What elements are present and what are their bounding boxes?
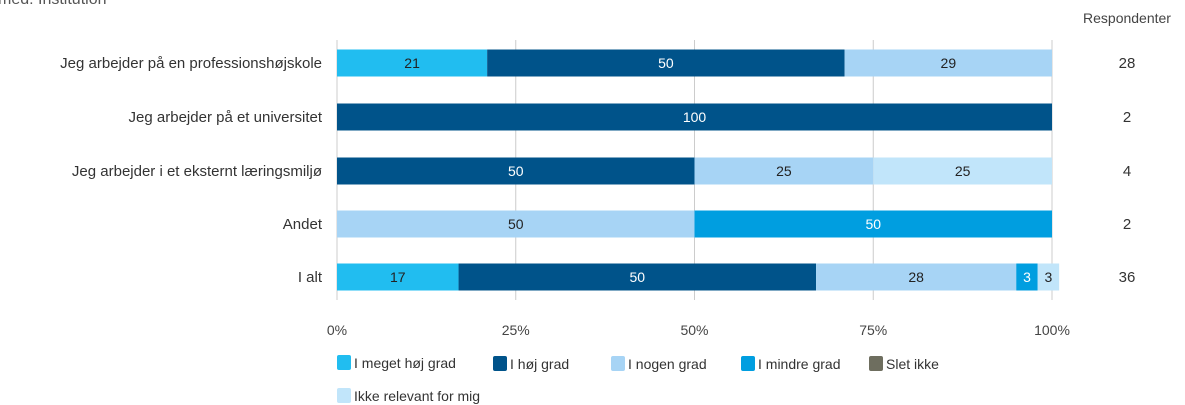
legend-swatch — [611, 356, 625, 371]
legend-label: I meget høj grad — [354, 355, 456, 371]
respondent-count: 36 — [1119, 269, 1136, 286]
bar-value-label: 50 — [865, 216, 881, 232]
x-tick-label: 100% — [1034, 322, 1070, 338]
bar-value-label: 50 — [658, 55, 674, 71]
bar-value-label: 50 — [508, 216, 524, 232]
bar-segment — [487, 49, 845, 77]
legend-label: Ikke relevant for mig — [354, 388, 480, 404]
x-tick-label: 0% — [327, 322, 347, 338]
x-tick-label: 25% — [502, 322, 530, 338]
legend-swatch — [869, 356, 883, 371]
bar-segment — [873, 157, 1052, 185]
category-label: Andet — [283, 216, 323, 233]
bar-segment — [694, 210, 1052, 238]
legend-label: I mindre grad — [758, 356, 840, 372]
bar-value-label: 25 — [776, 163, 792, 179]
bar-value-label: 3 — [1023, 269, 1031, 285]
bar-segment — [337, 263, 459, 291]
bar-segment — [337, 103, 1052, 131]
bar-segment — [694, 157, 874, 185]
x-axis-ticks: 0% 25% 50% 75% 100% — [327, 322, 1070, 338]
respondent-count: 2 — [1123, 109, 1131, 126]
category-label: Jeg arbejder på en professionshøjskole — [60, 55, 322, 72]
legend-label: Slet ikke — [886, 356, 939, 372]
bar-segment — [337, 49, 488, 77]
bars-group: 21 50 29 100 50 25 25 50 50 17 50 28 3 3 — [337, 49, 1060, 291]
bar-value-label: 17 — [390, 269, 406, 285]
bar-value-label: 29 — [941, 55, 957, 71]
legend-label: I nogen grad — [628, 356, 707, 372]
respondent-count: 28 — [1119, 55, 1136, 72]
bar-value-label: 28 — [908, 269, 924, 285]
bar-segment — [844, 49, 1052, 77]
legend-label: I høj grad — [510, 356, 569, 372]
bar-segment — [816, 263, 1017, 291]
x-tick-label: 75% — [859, 322, 887, 338]
legend-swatch — [741, 356, 755, 371]
category-label: I alt — [298, 269, 323, 286]
bar-segment — [1037, 263, 1060, 291]
bar-value-label: 21 — [404, 55, 420, 71]
respondent-count: 2 — [1123, 216, 1131, 233]
bar-segment — [1016, 263, 1038, 291]
respondent-counts: 28 2 4 2 36 — [1119, 55, 1136, 286]
bar-value-label: 3 — [1045, 269, 1053, 285]
bar-segment — [337, 157, 695, 185]
bar-value-label: 25 — [955, 163, 971, 179]
bar-value-label: 50 — [508, 163, 524, 179]
respondent-count: 4 — [1123, 163, 1131, 180]
bar-value-label: 100 — [683, 109, 707, 125]
bar-value-label: 50 — [630, 269, 646, 285]
legend-swatch — [337, 388, 351, 403]
respondents-header: Respondenter — [1083, 10, 1171, 26]
legend-swatch — [493, 356, 507, 371]
legend-swatch — [337, 355, 351, 370]
category-labels: Jeg arbejder på en professionshøjskole Je… — [60, 55, 323, 286]
category-label: Jeg arbejder i et eksternt læringsmiljø — [72, 163, 322, 180]
category-label: Jeg arbejder på et universitet — [129, 109, 323, 126]
bar-segment — [458, 263, 817, 291]
bar-segment — [337, 210, 695, 238]
x-tick-label: 50% — [680, 322, 708, 338]
page-title: med: Institution — [0, 0, 107, 8]
legend: I meget høj grad I høj grad I nogen grad I … — [337, 355, 939, 404]
